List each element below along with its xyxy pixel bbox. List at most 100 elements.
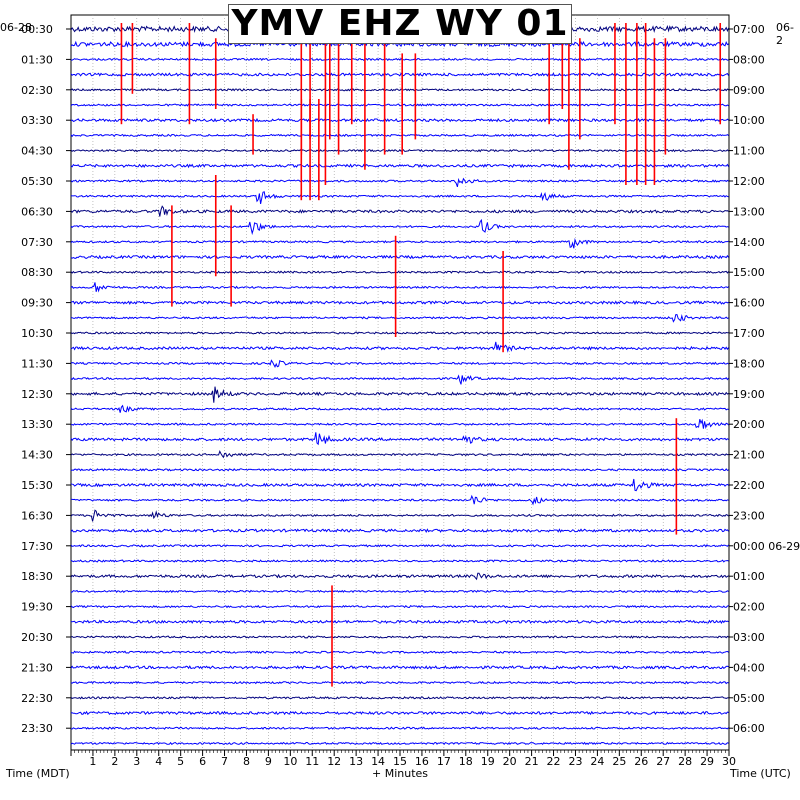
seismic-trace [70, 604, 729, 609]
seismic-trace [70, 148, 729, 153]
left-time-label: 15:30 [21, 479, 53, 492]
left-time-label: 11:30 [21, 357, 53, 370]
left-time-label: 20:30 [21, 631, 53, 644]
seismic-trace [70, 680, 729, 685]
x-tick-label: 16 [415, 755, 429, 768]
left-time-label: 19:30 [21, 601, 53, 614]
seismic-trace [70, 237, 729, 249]
right-time-label: 19:00 [733, 388, 765, 401]
seismic-trace [70, 386, 729, 403]
right-time-label: 00:00 06-29 [733, 540, 800, 553]
left-time-label: 03:30 [21, 114, 53, 127]
left-time-label: 17:30 [21, 540, 53, 553]
seismic-trace [70, 57, 729, 62]
left-time-label: 04:30 [21, 145, 53, 158]
start-date-label: 06-28 [0, 21, 32, 34]
left-time-label: 06:30 [21, 205, 53, 218]
x-tick-label: 9 [265, 755, 272, 768]
seismic-trace [70, 544, 729, 548]
right-time-label: 18:00 [733, 357, 765, 370]
seismic-trace [70, 177, 729, 188]
seismic-trace [70, 103, 729, 107]
bottom-axis-label: + Minutes [372, 767, 429, 780]
seismic-trace [70, 494, 729, 506]
left-time-label: 22:30 [21, 692, 53, 705]
seismic-trace [70, 300, 729, 306]
right-time-label: 13:00 [733, 205, 765, 218]
seismic-trace [70, 650, 729, 654]
x-tick-label: 14 [371, 755, 385, 768]
seismic-trace [70, 449, 729, 459]
x-tick-label: 8 [243, 755, 250, 768]
x-tick-label: 19 [481, 755, 495, 768]
seismic-trace [70, 468, 729, 472]
right-time-label: 20:00 [733, 418, 765, 431]
x-tick-label: 27 [656, 755, 670, 768]
left-time-label: 14:30 [21, 449, 53, 462]
seismic-trace [70, 589, 729, 594]
right-time-label: 21:00 [733, 449, 765, 462]
left-time-label: 13:30 [21, 418, 53, 431]
right-time-label: 17:00 [733, 327, 765, 340]
right-time-label: 06:00 [733, 722, 765, 735]
x-tick-label: 29 [700, 755, 714, 768]
left-time-label: 12:30 [21, 388, 53, 401]
right-time-label: 12:00 [733, 175, 765, 188]
left-time-label: 23:30 [21, 722, 53, 735]
seismic-trace [70, 710, 729, 716]
x-tick-label: 6 [199, 755, 206, 768]
x-tick-label: 1 [89, 755, 96, 768]
seismic-trace [70, 696, 729, 700]
left-time-label: 02:30 [21, 84, 53, 97]
left-time-label: 00:30 [21, 23, 53, 36]
seismic-trace [70, 191, 729, 204]
left-time-label: 09:30 [21, 297, 53, 310]
right-time-label: 01:00 [733, 570, 765, 583]
left-time-label: 16:30 [21, 509, 53, 522]
seismic-trace [70, 313, 729, 323]
right-time-label: 23:00 [733, 509, 765, 522]
x-tick-label: 25 [612, 755, 626, 768]
right-time-label: 14:00 [733, 236, 765, 249]
utc-date-label: 06-2 [776, 21, 794, 47]
x-tick-label: 22 [547, 755, 561, 768]
left-time-label: 10:30 [21, 327, 53, 340]
seismic-trace [70, 572, 729, 581]
x-tick-label: 26 [634, 755, 648, 768]
left-axis-label: Time (MDT) [6, 767, 70, 780]
left-time-label: 18:30 [21, 570, 53, 583]
x-tick-label: 24 [590, 755, 604, 768]
station-title: YMV EHZ WY 01 [231, 3, 569, 44]
seismic-trace [70, 432, 729, 446]
x-tick-label: 12 [327, 755, 341, 768]
x-tick-label: 3 [133, 755, 140, 768]
x-tick-label: 4 [155, 755, 162, 768]
right-time-label: 11:00 [733, 145, 765, 158]
left-time-label: 21:30 [21, 661, 53, 674]
x-tick-label: 30 [722, 755, 736, 768]
station-title-box: YMV EHZ WY 01 [228, 4, 572, 44]
right-time-label: 09:00 [733, 84, 765, 97]
x-tick-label: 2 [111, 755, 118, 768]
seismic-trace [70, 726, 729, 730]
seismic-trace [70, 374, 729, 385]
left-time-label: 05:30 [21, 175, 53, 188]
right-time-label: 04:00 [733, 661, 765, 674]
left-time-label: 07:30 [21, 236, 53, 249]
x-tick-label: 17 [437, 755, 451, 768]
seismic-trace [70, 117, 729, 123]
x-tick-label: 18 [459, 755, 473, 768]
seismic-trace [70, 478, 729, 492]
right-time-label: 22:00 [733, 479, 765, 492]
right-time-label: 07:00 [733, 23, 765, 36]
right-time-label: 02:00 [733, 601, 765, 614]
seismic-trace [70, 40, 729, 48]
seismic-trace [70, 619, 729, 625]
x-tick-label: 7 [221, 755, 228, 768]
seismic-trace [70, 341, 729, 353]
x-tick-label: 13 [349, 755, 363, 768]
seismic-trace [70, 635, 729, 639]
x-tick-label: 5 [177, 755, 184, 768]
left-time-label: 01:30 [21, 53, 53, 66]
